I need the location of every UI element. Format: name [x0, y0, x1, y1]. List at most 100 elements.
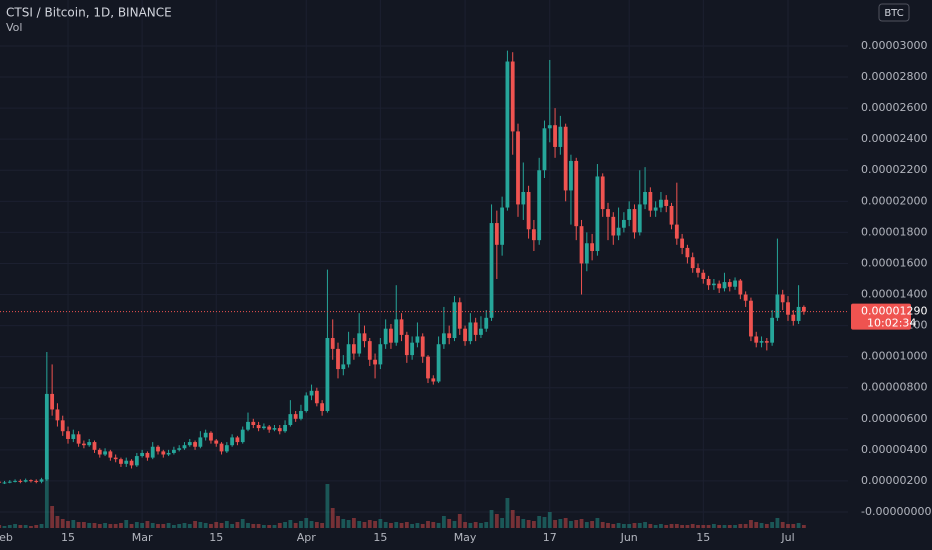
volume-bar [590, 521, 595, 528]
candle-body [119, 459, 123, 464]
candle-body [584, 243, 589, 264]
volume-bar [198, 522, 203, 528]
volume-bar [124, 520, 129, 528]
candle-body [484, 317, 489, 329]
candle-body [71, 434, 76, 439]
volume-bar [500, 518, 505, 528]
candle-body [410, 342, 415, 356]
candle-body [357, 333, 362, 354]
candle-body [39, 479, 44, 482]
candle-body [66, 431, 70, 439]
volume-bar [452, 521, 457, 528]
countdown-label: 10:02:34 [867, 317, 916, 330]
candle-body [754, 336, 759, 343]
candle-body [500, 207, 505, 245]
currency-button-label[interactable]: BTC [884, 8, 903, 19]
candle-body [764, 341, 769, 343]
candle-body [304, 395, 309, 412]
candle-body [606, 209, 610, 217]
volume-bar [696, 525, 700, 528]
candle-body [542, 128, 547, 171]
candle-body [711, 283, 716, 286]
x-tick-label: 15 [209, 531, 223, 544]
candle-body [590, 243, 595, 252]
candle-body [579, 226, 584, 264]
volume-bar [224, 521, 229, 528]
volume-bar [44, 478, 49, 528]
candle-body [2, 482, 7, 484]
candle-body [18, 480, 23, 482]
candle-body [378, 344, 383, 365]
volume-bar [717, 525, 722, 528]
volume-bar [378, 519, 383, 528]
volume-bar [18, 525, 23, 528]
volume-bar [420, 524, 425, 528]
volume-bar [97, 524, 102, 528]
volume-bar [235, 522, 240, 528]
volume-bar [293, 523, 298, 528]
candle-body [140, 452, 145, 457]
candle-body [299, 411, 303, 419]
candle-body [113, 457, 118, 460]
candle-body [246, 421, 250, 430]
currency-button[interactable] [878, 3, 910, 22]
candle-body [87, 442, 92, 446]
candle-body [97, 449, 102, 455]
volume-bar [209, 524, 213, 528]
x-tick-label: 17 [543, 531, 557, 544]
chart-title: CTSI / Bitcoin, 1D, BINANCE [6, 6, 172, 20]
volume-bar [611, 524, 616, 528]
volume-bar [299, 521, 303, 528]
volume-bar [166, 523, 171, 528]
volume-bar [584, 522, 589, 528]
candle-body [701, 272, 706, 279]
x-tick-label: May [454, 531, 477, 544]
candle-body [76, 434, 81, 444]
candle-body [722, 282, 727, 289]
y-tick-label: 0.00000200 [861, 474, 927, 487]
candle-body [219, 443, 224, 452]
candle-body [420, 336, 425, 357]
candle-body [293, 414, 298, 419]
candle-body [531, 229, 536, 241]
volume-bar [277, 523, 282, 528]
candle-body [717, 283, 722, 289]
candle-body [177, 448, 182, 450]
volume-bar [701, 525, 706, 528]
y-tick-label: -0.00000000 [861, 505, 931, 518]
volume-bar [29, 526, 33, 528]
candle-body [320, 403, 325, 412]
candle-body [447, 333, 452, 339]
volume-bar [479, 523, 483, 528]
candle-body [521, 191, 526, 205]
y-tick-label: 0.00003000 [861, 39, 927, 52]
volume-bar [66, 521, 70, 528]
volume-bar [256, 524, 261, 528]
volume-bar [754, 522, 759, 528]
volume-bar [526, 520, 531, 528]
volume-bar [780, 522, 785, 528]
volume-bar [494, 514, 499, 528]
candle-body [473, 322, 478, 335]
candle-body [251, 421, 256, 425]
x-tick-label: eb [0, 531, 13, 544]
volume-bar [283, 522, 287, 528]
volume-bar [383, 522, 388, 528]
volume-bar [553, 520, 557, 528]
volume-bar [320, 523, 325, 528]
volume-bar [606, 523, 610, 528]
volume-bar [431, 522, 436, 528]
volume-bar [71, 520, 76, 528]
volume-bar [367, 520, 372, 528]
volume-bar [505, 498, 510, 528]
volume-bar [558, 519, 563, 528]
volume-bar [50, 506, 55, 528]
candle-body [696, 268, 700, 273]
volume-bar [595, 518, 600, 528]
volume-bar [674, 524, 679, 528]
candle-body [256, 424, 261, 429]
candle-body [108, 451, 113, 458]
candle-body [431, 378, 436, 382]
candle-body [775, 294, 780, 318]
